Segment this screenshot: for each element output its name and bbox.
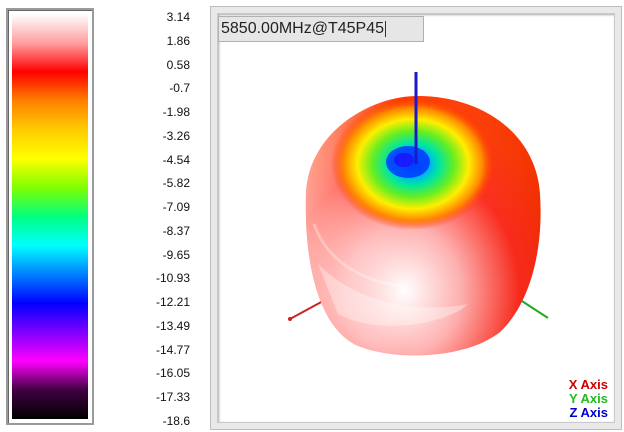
scale-label: -5.82 (162, 176, 190, 191)
scale-label: -13.49 (155, 318, 190, 333)
scale-label: -4.54 (162, 152, 190, 167)
radiation-pattern-body (305, 96, 541, 356)
scale-label: -12.21 (155, 295, 190, 310)
frequency-label-field[interactable]: 5850.00MHz@T45P45 (218, 16, 424, 42)
scale-label: -8.37 (162, 223, 190, 238)
scale-label: 3.14 (166, 10, 190, 24)
text-caret (385, 20, 386, 37)
scale-label: -10.93 (155, 271, 190, 286)
scale-label: -3.26 (162, 128, 190, 143)
x-axis-end (288, 317, 292, 321)
scale-labels: 3.14 1.86 0.58 -0.7 -1.98 -3.26 -4.54 -5.82 -7.0… (100, 10, 190, 430)
scale-label: -18.6 (162, 414, 190, 428)
x-axis-legend: X Axis (568, 377, 608, 392)
scale-label: -14.77 (155, 342, 190, 357)
scale-label: 0.58 (166, 57, 190, 72)
colorbar-frame (6, 8, 94, 425)
z-axis-legend: Z Axis (569, 405, 608, 420)
scale-label: -16.05 (155, 366, 190, 381)
colorbar-gradient (12, 14, 88, 419)
scale-label: -0.7 (169, 81, 190, 96)
color-scale-panel: 3.14 1.86 0.58 -0.7 -1.98 -3.26 -4.54 -5.82 -7.0… (0, 0, 208, 432)
3d-view-panel[interactable]: 5850.00MHz@T45P45 X Axis Y Axis Z Axis (210, 6, 622, 430)
scale-label: -7.09 (162, 200, 190, 215)
scale-label: -1.98 (162, 105, 190, 120)
radiation-pattern-plot[interactable] (218, 14, 616, 424)
frequency-label-text: 5850.00MHz@T45P45 (221, 20, 384, 37)
scale-label: -17.33 (155, 390, 190, 405)
scale-label: -9.65 (162, 247, 190, 262)
y-axis-legend: Y Axis (568, 391, 608, 406)
scale-label: 1.86 (166, 33, 190, 48)
3d-viewport[interactable]: 5850.00MHz@T45P45 X Axis Y Axis Z Axis (217, 13, 615, 423)
